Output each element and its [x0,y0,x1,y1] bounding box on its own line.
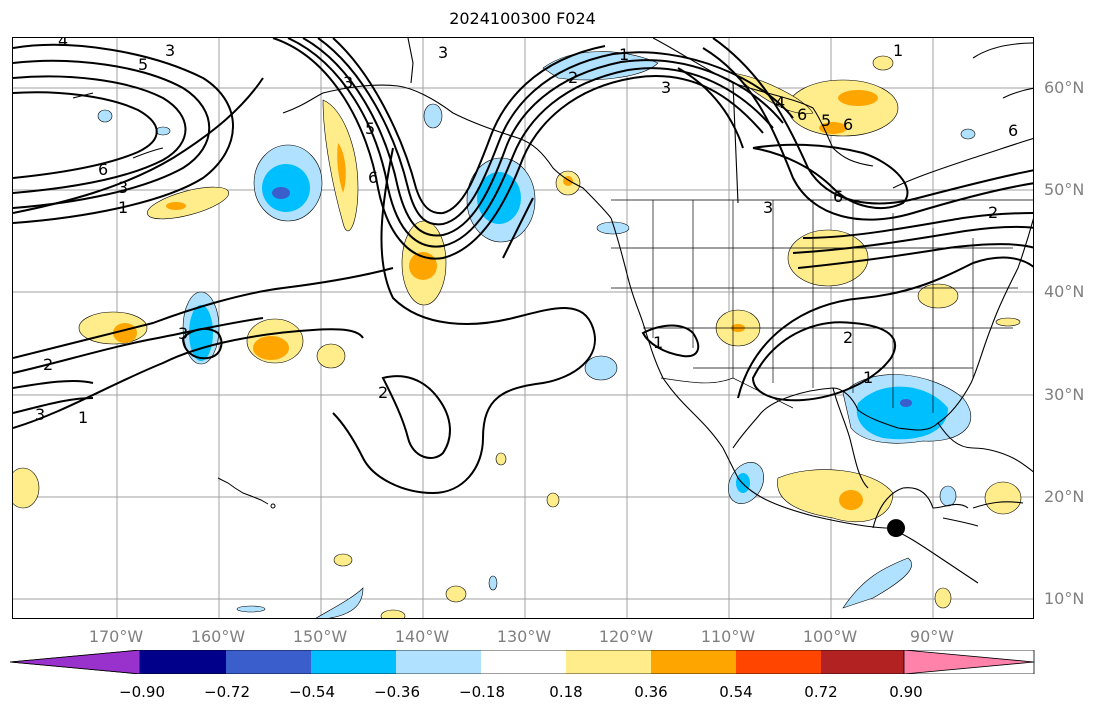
contour-label: 1 [893,41,903,60]
fill-positive-bering-w [147,186,229,220]
contour-label: 1 [863,368,873,387]
contour-label: 2 [378,383,388,402]
colorbar-bin [481,650,566,674]
contour-label: 5 [138,55,148,74]
colorbar-tick: −0.18 [459,683,505,701]
colorbar-bin [566,650,651,674]
contour-label: 3 [763,198,773,217]
lon-label-120w: 120°W [598,627,654,646]
contour-label: 1 [78,408,88,427]
lat-label-30n: 30°N [1044,385,1085,404]
lat-label-10n: 10°N [1044,589,1085,608]
colorbar-extend-high [903,650,1035,674]
lon-label-170w: 170°W [88,627,144,646]
contour-label: 6 [1008,121,1018,140]
colorbar-extend-low [10,650,141,674]
colorbar-tick: −0.54 [289,683,335,701]
colorbar-bin [651,650,736,674]
colorbar-bin [226,650,311,674]
lon-label-100w: 100°W [802,627,858,646]
colorbar-tick: 0.54 [719,683,753,701]
contour-label: 1 [619,45,629,64]
colorbar-bin [821,650,904,674]
contour-label: 3 [118,178,128,197]
lat-label-20n: 20°N [1044,487,1085,506]
contour-label-group: 4 5 3 6 3 1 3 5 6 3 1 2 3 3 1 2 1 2 1 3 … [35,38,1018,427]
contour-lines [13,38,1033,495]
colorbar-bin [736,650,821,674]
lat-label-50n: 50°N [1044,180,1085,199]
colorbar-bin [311,650,396,674]
storm-center-marker[interactable] [887,519,906,538]
contour-label: 6 [368,168,378,187]
anomaly-fills [13,51,1022,618]
contour-label: 3 [438,43,448,62]
lat-label-40n: 40°N [1044,282,1085,301]
contour-label: 3 [35,405,45,424]
colorbar-bin [396,650,481,674]
lat-label-60n: 60°N [1044,78,1085,97]
islands [72,92,276,509]
contour-label: 6 [797,105,807,124]
contour-label: 6 [843,115,853,134]
colorbar-tick: −0.90 [119,683,165,701]
lon-label-90w: 90°W [909,627,955,646]
contour-label: 5 [365,119,375,138]
fill-positive-mexico [777,469,894,523]
colorbar-tick: 0.18 [549,683,583,701]
map-title: 2024100300 F024 [449,9,596,28]
fill-positive-plains [787,229,869,287]
contour-label: 3 [165,41,175,60]
contour-label: 6 [98,160,108,179]
lon-label-110w: 110°W [700,627,756,646]
colorbar [10,650,1035,674]
contour-label: 4 [775,93,785,112]
lon-label-150w: 150°W [292,627,348,646]
colorbar-tick: 0.90 [889,683,923,701]
map-svg: 4 5 3 6 3 1 3 5 6 3 1 2 3 3 1 2 1 2 1 3 … [13,38,1033,618]
coastlines [282,38,1033,584]
contour-label: 6 [833,187,843,206]
contour-label: 3 [661,78,671,97]
colorbar-tick: 0.72 [804,683,838,701]
colorbar-tick: 0.36 [634,683,668,701]
contour-label: 2 [568,68,578,87]
colorbar-bin [140,650,226,674]
lon-label-140w: 140°W [394,627,450,646]
colorbar-tick: −0.36 [374,683,420,701]
lon-label-130w: 130°W [496,627,552,646]
contour-label: 3 [343,73,353,92]
contour-label: 2 [988,203,998,222]
contour-label: 1 [653,333,663,352]
contour-label: 4 [58,38,68,50]
map-panel[interactable]: 4 5 3 6 3 1 3 5 6 3 1 2 3 3 1 2 1 2 1 3 … [12,37,1034,619]
contour-label: 2 [43,355,53,374]
colorbar-tick: −0.72 [204,683,250,701]
contour-label: 5 [821,111,831,130]
contour-label: 2 [843,328,853,347]
lon-label-160w: 160°W [190,627,246,646]
contour-label: 1 [118,198,128,217]
contour-label: 3 [178,324,188,343]
